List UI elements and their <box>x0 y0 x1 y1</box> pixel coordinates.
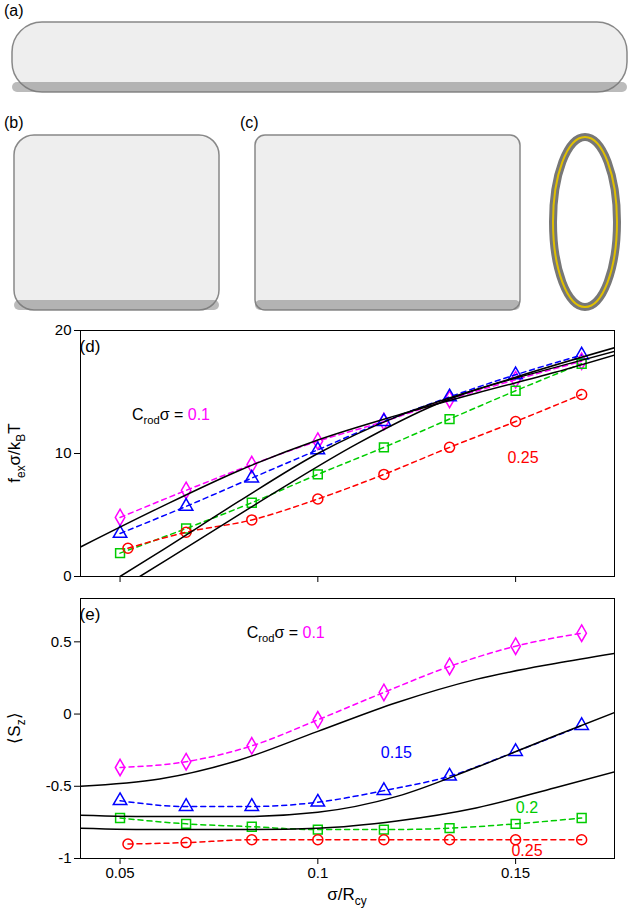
svg-text:σ/Rcy: σ/Rcy <box>327 885 366 908</box>
svg-text:10: 10 <box>55 444 72 461</box>
svg-text:0.5: 0.5 <box>51 633 72 650</box>
svg-text:(e): (e) <box>80 605 101 624</box>
svg-text:0.05: 0.05 <box>105 864 134 881</box>
svg-text:-1: -1 <box>58 849 71 866</box>
svg-text:20: 20 <box>55 321 72 338</box>
svg-text:0.25: 0.25 <box>507 449 538 466</box>
svg-text:(d): (d) <box>80 337 101 356</box>
svg-text:-0.5: -0.5 <box>46 777 72 794</box>
svg-text:Crodσ = 0.1: Crodσ = 0.1 <box>247 624 325 644</box>
svg-text:0: 0 <box>63 567 71 584</box>
svg-text:0.2: 0.2 <box>516 799 538 816</box>
svg-text:0.25: 0.25 <box>511 842 542 859</box>
svg-text:(c): (c) <box>240 114 259 131</box>
svg-text:0.1: 0.1 <box>307 864 328 881</box>
svg-text:(a): (a) <box>4 2 24 19</box>
svg-text:⟨Sz⟩: ⟨Sz⟩ <box>5 712 28 743</box>
svg-text:0: 0 <box>63 705 71 722</box>
svg-text:(b): (b) <box>4 114 24 131</box>
svg-text:0.15: 0.15 <box>381 744 412 761</box>
svg-text:0.15: 0.15 <box>501 864 530 881</box>
svg-text:fexσ/kBT: fexσ/kBT <box>5 423 28 482</box>
svg-text:Crodσ = 0.1: Crodσ = 0.1 <box>132 406 210 426</box>
